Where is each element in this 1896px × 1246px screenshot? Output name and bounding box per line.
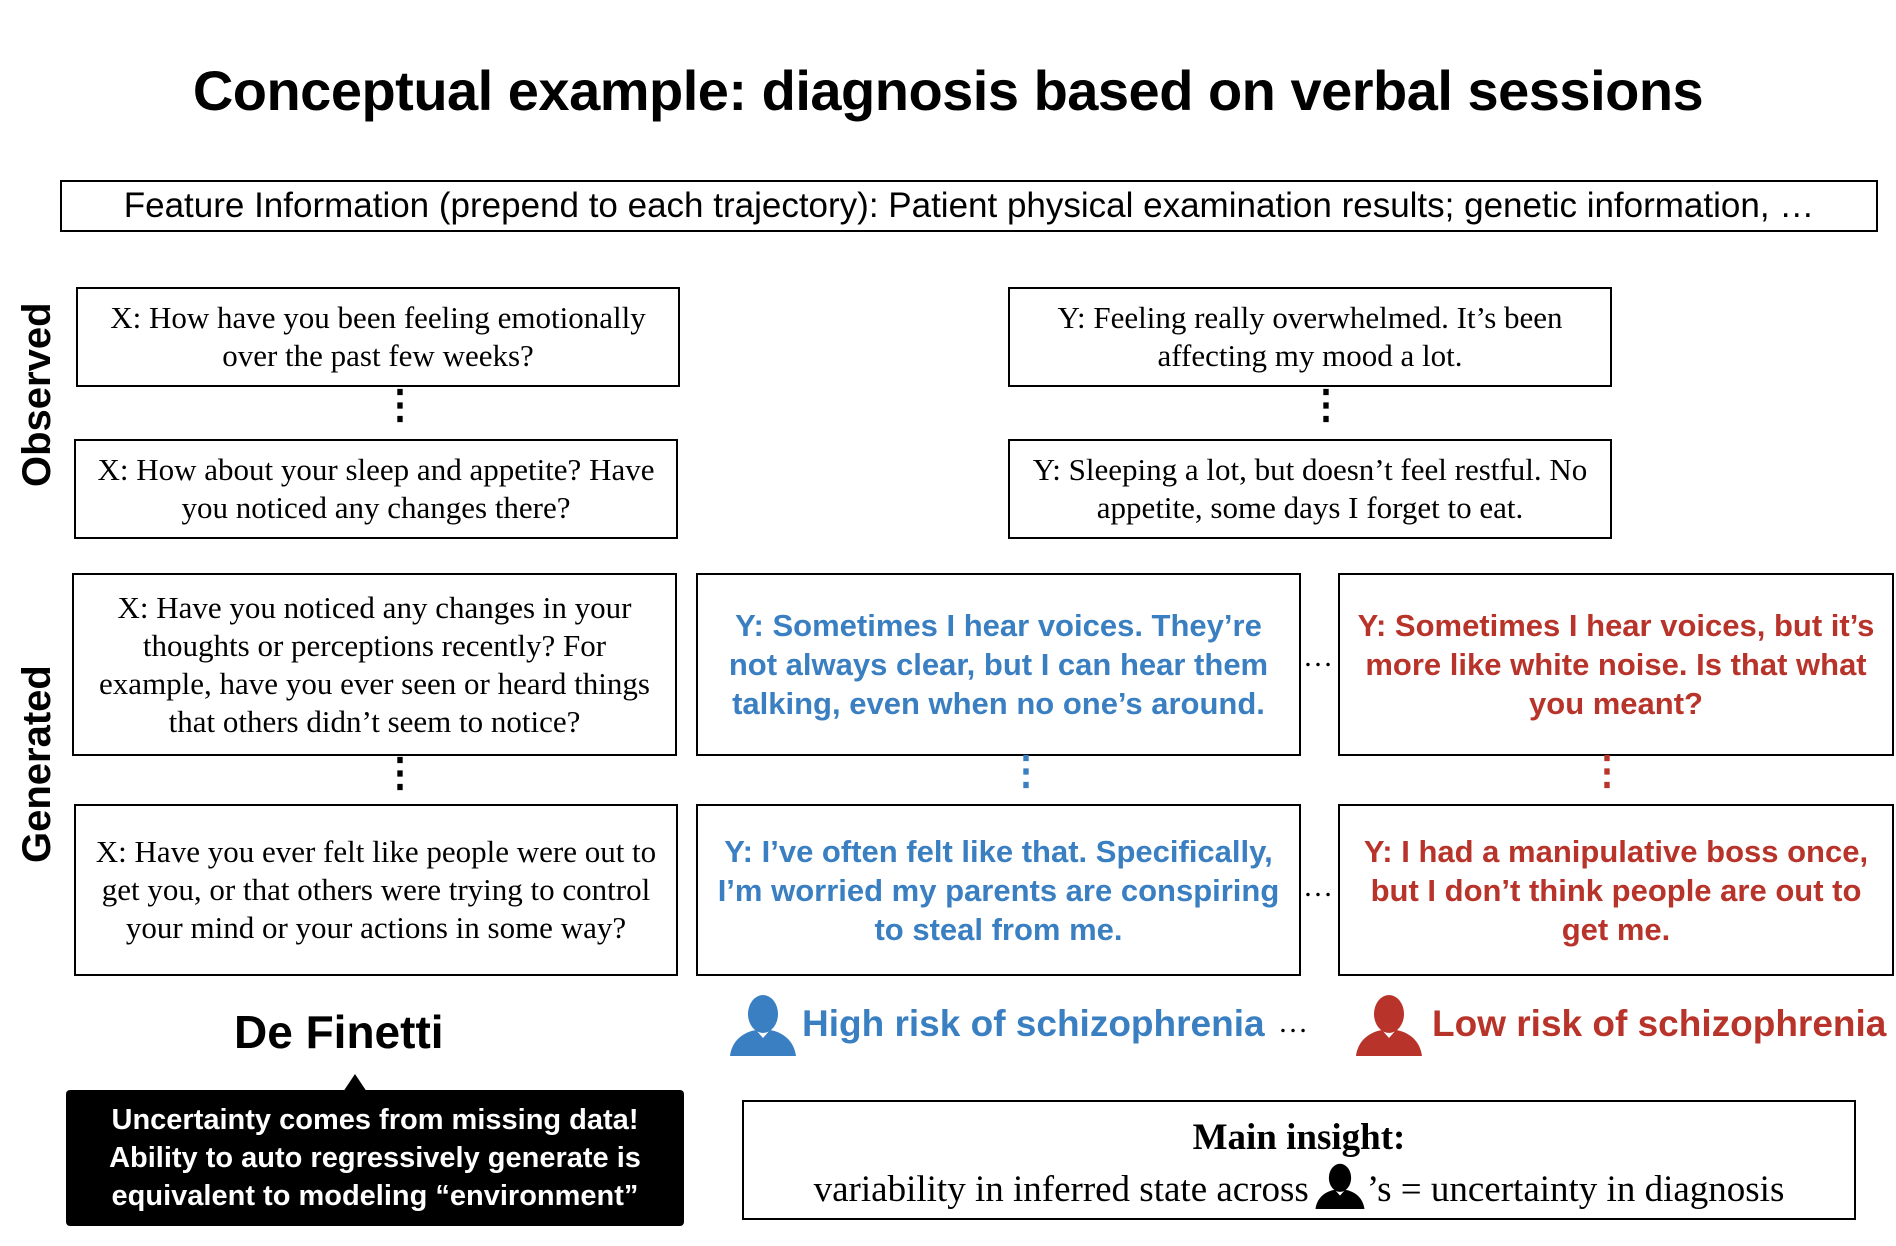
horizontal-ellipsis: … (1278, 1006, 1308, 1039)
generated-label: Generated (15, 665, 59, 863)
horizontal-ellipsis: … (1303, 640, 1333, 673)
person-icon-red (1356, 995, 1422, 1056)
generated-question-2: X: Have you ever felt like people were o… (74, 804, 678, 976)
callout-line: Uncertainty comes from missing data! (111, 1104, 639, 1136)
horizontal-ellipsis: … (1303, 870, 1333, 903)
observed-answer-2-text: Y: Sleeping a lot, but doesn’t feel rest… (1032, 452, 1588, 525)
observed-answer-1-text: Y: Feeling really overwhelmed. It’s been… (1057, 300, 1563, 373)
generated-question-1: X: Have you noticed any changes in your … (72, 573, 677, 756)
callout-line: Ability to auto regressively generate is (109, 1142, 641, 1174)
de-finetti-label: De Finetti (234, 1006, 444, 1058)
observed-question-2: X: How about your sleep and appetite? Ha… (74, 439, 678, 539)
de-finetti-callout: Uncertainty comes from missing data! Abi… (66, 1090, 684, 1226)
callout-text: Uncertainty comes from missing data! Abi… (109, 1101, 641, 1215)
observed-question-1-text: X: How have you been feeling emotionally… (110, 300, 646, 373)
main-insight-box: Main insight: variability in inferred st… (742, 1100, 1856, 1220)
observed-question-2-text: X: How about your sleep and appetite? Ha… (97, 452, 655, 525)
generated-answer-1-high-risk: Y: Sometimes I hear voices. They’re not … (696, 573, 1301, 756)
observed-answer-2: Y: Sleeping a lot, but doesn’t feel rest… (1008, 439, 1612, 539)
generated-question-1-text: X: Have you noticed any changes in your … (99, 589, 650, 739)
main-insight-sentence: variability in inferred state across ’s … (744, 1163, 1854, 1211)
vertical-ellipsis: ⋮ (1587, 748, 1627, 793)
main-insight-before: variability in inferred state across (813, 1169, 1309, 1210)
generated-answer-2-low-risk: Y: I had a manipulative boss once, but I… (1338, 804, 1894, 976)
observed-answer-1: Y: Feeling really overwhelmed. It’s been… (1008, 287, 1612, 387)
vertical-ellipsis: ⋮ (1006, 748, 1046, 793)
person-icon-blue (730, 995, 796, 1056)
vertical-ellipsis: ⋮ (1306, 382, 1346, 427)
low-risk-label: Low risk of schizophrenia (1432, 1003, 1887, 1044)
high-risk-label: High risk of schizophrenia (802, 1003, 1265, 1044)
generated-question-2-text: X: Have you ever felt like people were o… (95, 834, 657, 945)
main-insight-after: ’s = uncertainty in diagnosis (1366, 1169, 1785, 1210)
vertical-ellipsis: ⋮ (380, 750, 420, 795)
callout-pointer (343, 1074, 367, 1092)
generated-answer-2-low-risk-text: Y: I had a manipulative boss once, but I… (1363, 833, 1869, 947)
main-insight-heading: Main insight: (1192, 1117, 1406, 1158)
person-icon-black (1315, 1163, 1365, 1209)
generated-answer-2-high-risk: Y: I’ve often felt like that. Specifical… (696, 804, 1301, 976)
callout-line: equivalent to modeling “environment” (111, 1180, 639, 1212)
generated-answer-1-high-risk-text: Y: Sometimes I hear voices. They’re not … (728, 608, 1269, 721)
generated-answer-2-high-risk-text: Y: I’ve often felt like that. Specifical… (717, 833, 1280, 947)
observed-label: Observed (15, 302, 59, 487)
observed-question-1: X: How have you been feeling emotionally… (76, 287, 680, 387)
vertical-ellipsis: ⋮ (380, 382, 420, 427)
feature-info-text: Feature Information (prepend to each tra… (123, 186, 1815, 225)
generated-answer-1-low-risk: Y: Sometimes I hear voices, but it’s mor… (1338, 573, 1894, 756)
generated-answer-1-low-risk-text: Y: Sometimes I hear voices, but it’s mor… (1357, 608, 1875, 721)
feature-info-box: Feature Information (prepend to each tra… (60, 180, 1878, 232)
page-title: Conceptual example: diagnosis based on v… (192, 59, 1704, 122)
